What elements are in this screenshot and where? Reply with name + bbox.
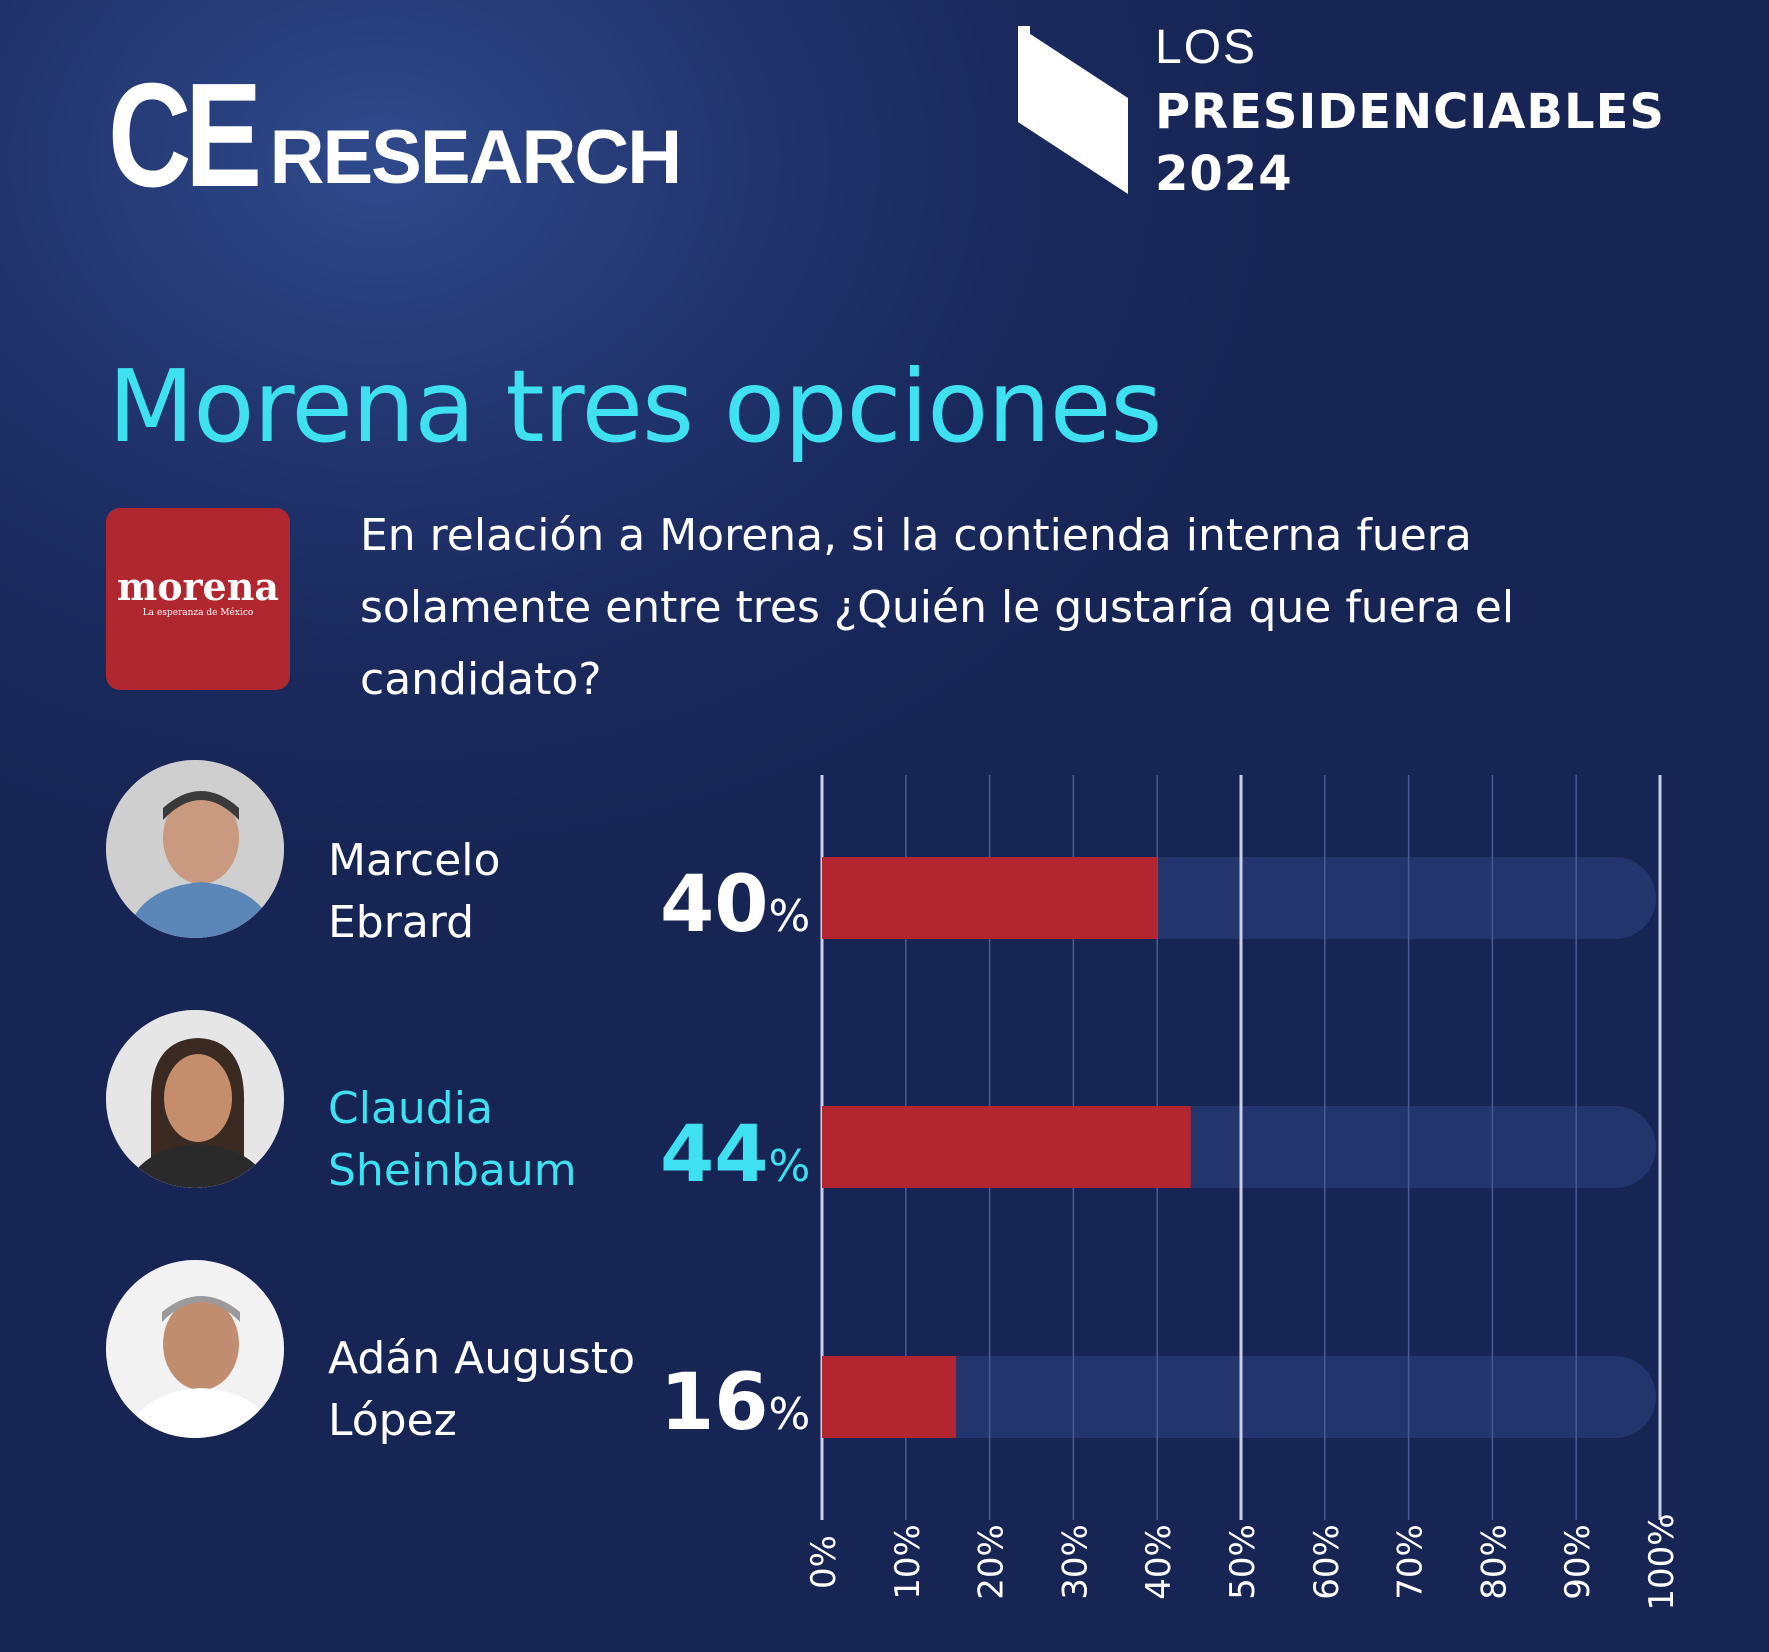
- x-tick-label: 70%: [1391, 1524, 1431, 1600]
- candidate-percent-ebrard: 40%: [660, 860, 810, 950]
- x-tick-label: 60%: [1307, 1524, 1347, 1600]
- logo-ce-text: CE: [108, 53, 262, 218]
- percent-sign: %: [768, 1389, 811, 1440]
- x-tick-label: 50%: [1223, 1524, 1263, 1600]
- candidate-percent-lopez: 16%: [660, 1358, 810, 1448]
- x-tick-label: 80%: [1474, 1524, 1514, 1600]
- candidate-percent-sheinbaum: 44%: [660, 1110, 810, 1200]
- percent-value: 40: [660, 860, 769, 950]
- percent-value: 16: [660, 1358, 769, 1448]
- candidate-avatar-sheinbaum: [106, 1010, 284, 1188]
- candidate-last-name: López: [328, 1395, 457, 1446]
- survey-question: En relación a Morena, si la contienda in…: [360, 510, 1515, 705]
- person-photo-icon: [106, 1260, 284, 1438]
- candidate-avatar-ebrard: [106, 760, 284, 938]
- bar-claudia-sheinbaum: [822, 1106, 1191, 1188]
- x-tick-label: 90%: [1558, 1524, 1598, 1600]
- percent-value: 44: [660, 1110, 769, 1200]
- candidate-name-sheinbaum: Claudia Sheinbaum: [328, 1078, 577, 1202]
- percent-sign: %: [768, 891, 811, 942]
- logo-research-text: RESEARCH: [269, 115, 682, 200]
- bar-track: [822, 1356, 1656, 1438]
- morena-logo: morena La esperanza de México: [106, 508, 290, 690]
- candidate-first-name: Marcelo: [328, 835, 501, 886]
- candidate-last-name: Ebrard: [328, 897, 475, 948]
- x-tick-label: 20%: [972, 1524, 1012, 1600]
- candidate-name-lopez: Adán Augusto López: [328, 1328, 635, 1452]
- presidenciables-mark-icon: [1018, 26, 1128, 194]
- presidenciables-line-2: PRESIDENCIABLES: [1155, 84, 1665, 140]
- presidenciables-line-1: LOS: [1155, 21, 1258, 74]
- morena-logo-tagline: La esperanza de México: [142, 608, 254, 618]
- bar-ad-n-augusto-l-pez: [822, 1356, 957, 1438]
- candidate-first-name: Claudia: [328, 1083, 493, 1134]
- ce-research-logo: CE RESEARCH: [108, 62, 682, 210]
- page-title: Morena tres opciones: [108, 348, 1162, 465]
- candidate-name-ebrard: Marcelo Ebrard: [328, 830, 500, 954]
- x-tick-label: 100%: [1642, 1513, 1682, 1610]
- percent-sign: %: [768, 1141, 811, 1192]
- presidenciables-line-3: 2024: [1155, 146, 1293, 202]
- x-tick-label: 30%: [1055, 1524, 1095, 1600]
- candidate-avatar-lopez: [106, 1260, 284, 1438]
- morena-logo-word: morena: [116, 564, 279, 609]
- person-photo-icon: [106, 1010, 284, 1188]
- x-tick-label: 10%: [888, 1524, 928, 1600]
- x-tick-label: 0%: [804, 1535, 844, 1589]
- x-tick-label: 40%: [1139, 1524, 1179, 1600]
- person-photo-icon: [106, 760, 284, 938]
- bar-marcelo-ebrard: [822, 857, 1158, 939]
- candidate-first-name: Adán Augusto: [328, 1333, 635, 1384]
- candidate-last-name: Sheinbaum: [328, 1145, 577, 1196]
